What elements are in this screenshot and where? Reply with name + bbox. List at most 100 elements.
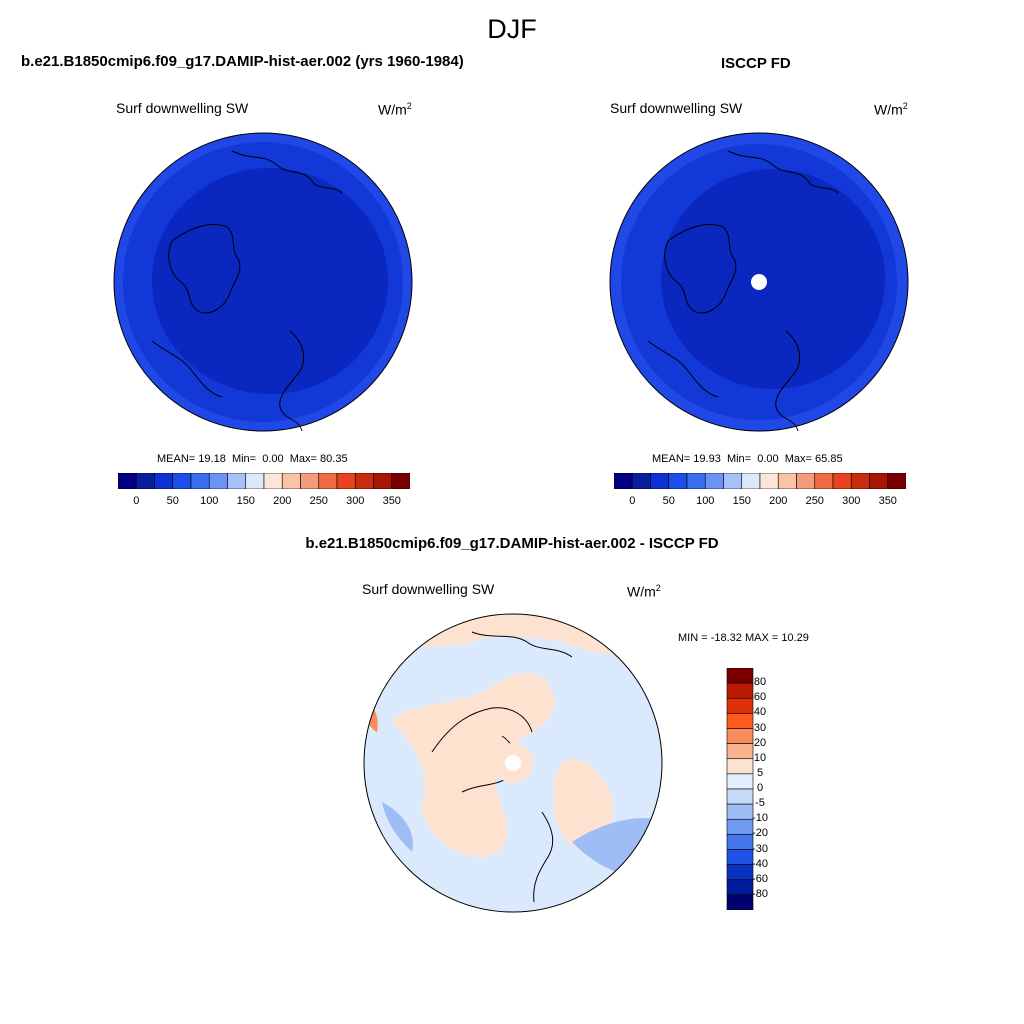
colorbar-swatch	[726, 818, 754, 835]
diff-colorbar-ticks: 80 60 40 30 20 10 5 0 -5 -10 -20 -30 -40 -60 -80	[752, 668, 800, 910]
colorbar-tick-label: 80	[753, 676, 767, 689]
panel1-title: b.e21.B1850cmip6.f09_g17.DAMIP-hist-aer.…	[21, 53, 464, 70]
colorbar-swatch	[650, 473, 670, 489]
colorbar-swatch	[796, 473, 816, 489]
colorbar-swatch	[318, 473, 338, 489]
colorbar-tick-label: -10	[752, 812, 768, 825]
diff-units: W/m2	[627, 583, 661, 600]
colorbar-swatch	[726, 697, 754, 714]
colorbar-tick-label: 100	[696, 495, 715, 507]
colorbar-swatch	[814, 473, 834, 489]
colorbar-tick-label: 200	[273, 495, 292, 507]
colorbar-tick-label: -80	[752, 887, 768, 900]
colorbar-tick-label: 50	[662, 495, 675, 507]
colorbar-swatch	[726, 668, 754, 684]
diff-title: b.e21.B1850cmip6.f09_g17.DAMIP-hist-aer.…	[305, 535, 719, 552]
colorbar-tick-label: 0	[756, 782, 764, 794]
colorbar-swatch	[354, 473, 374, 489]
colorbar-swatch	[726, 682, 754, 699]
colorbar-tick-label: 30	[753, 721, 767, 734]
coastline	[533, 811, 554, 903]
colorbar-swatch	[887, 473, 906, 489]
colorbar-swatch	[686, 473, 706, 489]
colorbar-tick-label: 50	[166, 495, 179, 507]
colorbar-swatch	[726, 803, 754, 820]
panel2-stats: MEAN= 19.93 Min= 0.00 Max= 65.85	[652, 453, 843, 465]
panel1-units: W/m2	[378, 101, 412, 118]
panel1-stats: MEAN= 19.18 Min= 0.00 Max= 80.35	[157, 453, 348, 465]
colorbar-swatch	[726, 743, 754, 760]
colorbar-tick-label: -30	[752, 842, 768, 855]
colorbar-swatch	[726, 713, 754, 729]
colorbar-tick-label: 150	[236, 495, 255, 507]
colorbar-swatch	[281, 473, 301, 489]
colorbar-swatch	[118, 473, 137, 489]
colorbar-swatch	[135, 473, 155, 489]
colorbar-swatch	[190, 473, 210, 489]
colorbar-swatch	[726, 758, 754, 775]
diff-minmax: MIN = -18.32 MAX = 10.29	[678, 632, 809, 644]
colorbar-tick-label: 100	[200, 495, 219, 507]
diff-colorbar	[726, 668, 754, 910]
panel2-title: ISCCP FD	[721, 55, 791, 72]
colorbar-tick-label: 10	[753, 751, 767, 764]
coastline	[279, 330, 305, 432]
colorbar-swatch	[391, 473, 410, 489]
colorbar-swatch	[373, 473, 393, 489]
colorbar-swatch	[726, 879, 754, 896]
colorbar-tick-label: 250	[309, 495, 328, 507]
coastline	[431, 707, 533, 753]
colorbar-swatch	[726, 834, 754, 850]
panel1-variable: Surf downwelling SW	[116, 100, 249, 116]
colorbar-tick-label: -40	[752, 857, 768, 870]
colorbar-swatch	[777, 473, 797, 489]
colorbar-tick-label: 60	[753, 691, 767, 704]
colorbar-tick-label: 300	[842, 495, 861, 507]
colorbar-tick-label: -60	[752, 872, 768, 885]
coastline	[647, 340, 719, 398]
colorbar-tick-label: 0	[133, 495, 140, 507]
colorbar-swatch	[704, 473, 724, 489]
colorbar-swatch	[723, 473, 743, 489]
colorbar-swatch	[726, 849, 754, 865]
colorbar-swatch	[869, 473, 889, 489]
colorbar-swatch	[154, 473, 174, 489]
panel1-polar-map	[113, 132, 413, 432]
colorbar-tick-label: -20	[752, 827, 768, 840]
colorbar-swatch	[726, 773, 754, 790]
colorbar-swatch	[759, 473, 779, 489]
colorbar-swatch	[263, 473, 283, 489]
panel2-colorbar	[614, 473, 906, 489]
colorbar-tick-label: 20	[753, 736, 767, 749]
colorbar-swatch	[172, 473, 192, 489]
diff-variable: Surf downwelling SW	[362, 581, 495, 597]
colorbar-swatch	[336, 473, 356, 489]
colorbar-swatch	[726, 864, 754, 881]
panel2-polar-map	[609, 132, 909, 432]
panel2-units: W/m2	[874, 101, 908, 118]
colorbar-swatch	[300, 473, 320, 489]
coastline	[231, 150, 343, 194]
panel1-colorbar	[118, 473, 410, 489]
coastline	[151, 340, 223, 398]
colorbar-tick-label: 350	[878, 495, 897, 507]
colorbar-swatch	[631, 473, 651, 489]
colorbar-tick-label: 0	[629, 495, 636, 507]
colorbar-swatch	[726, 788, 754, 805]
colorbar-swatch	[208, 473, 228, 489]
colorbar-tick-label: 200	[769, 495, 788, 507]
colorbar-swatch	[850, 473, 870, 489]
coastline	[727, 150, 839, 194]
missing-data-pole	[751, 274, 767, 290]
colorbar-swatch	[227, 473, 247, 489]
coastline	[168, 224, 241, 314]
colorbar-swatch	[726, 894, 754, 910]
panel2-colorbar-ticks: 0 50 100 150 200 250 300 350	[614, 495, 906, 509]
colorbar-swatch	[245, 473, 265, 489]
coastline	[775, 330, 801, 432]
colorbar-tick-label: 300	[346, 495, 365, 507]
panel1-colorbar-ticks: 0 50 100 150 200 250 300 350	[118, 495, 410, 509]
diff-polar-map	[363, 613, 663, 913]
coastline	[664, 224, 737, 314]
colorbar-swatch	[668, 473, 688, 489]
